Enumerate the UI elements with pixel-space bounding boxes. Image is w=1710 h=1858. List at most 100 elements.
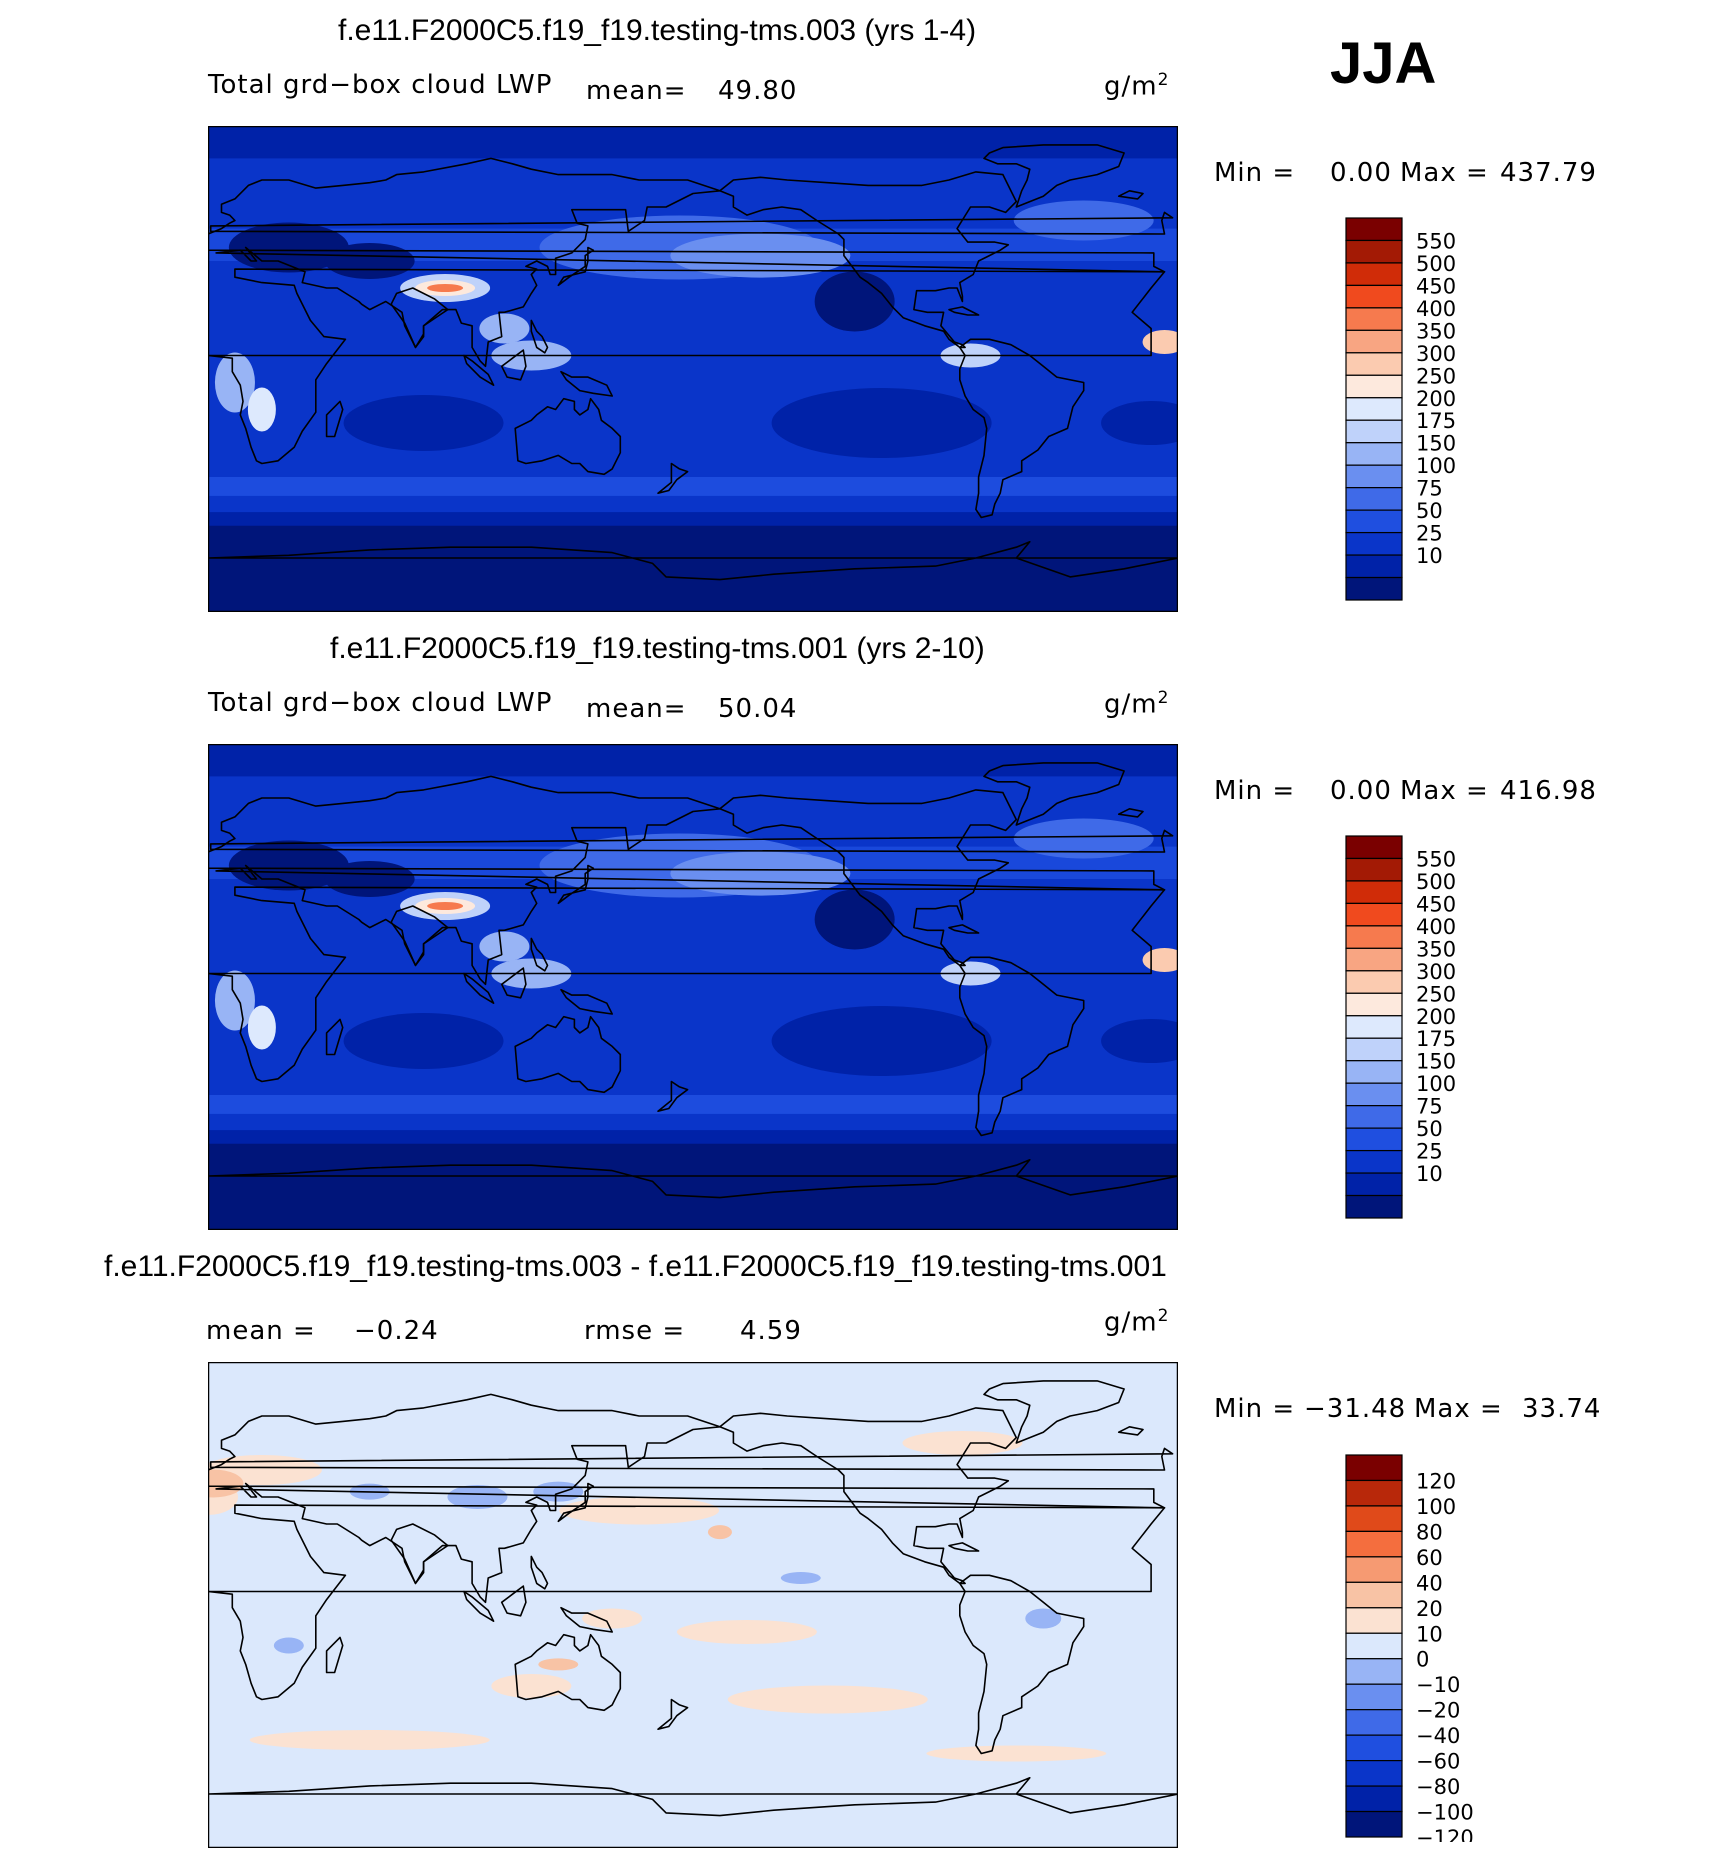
colorbar-box: [1345, 947, 1403, 972]
colorbar-label: 75: [1416, 1095, 1443, 1119]
panel-3-mean-label: mean =: [206, 1316, 316, 1346]
colorbar-box: [1345, 1658, 1403, 1685]
panel-1-map: [208, 126, 1178, 612]
colorbar-box: [1345, 1015, 1403, 1039]
panel-1-title: f.e11.F2000C5.f19_f19.testing-tms.003 (y…: [338, 14, 977, 47]
colorbar-box: [1345, 509, 1403, 534]
colorbar-label: 100: [1416, 1072, 1456, 1096]
colorbar-box: [1345, 970, 1403, 994]
colorbar-box: [1345, 1082, 1403, 1107]
colorbar-box: [1345, 902, 1403, 927]
panel-2-title: f.e11.F2000C5.f19_f19.testing-tms.001 (y…: [330, 632, 985, 665]
colorbar-label: 300: [1416, 960, 1456, 984]
colorbar-label: 20: [1416, 1597, 1443, 1621]
panel-1-mean-label: mean=: [586, 76, 687, 106]
colorbar-box: [1345, 1683, 1403, 1711]
colorbar-label: 400: [1416, 297, 1456, 321]
colorbar-box: [1345, 1785, 1403, 1813]
colorbar-box: [1345, 1454, 1403, 1482]
colorbar-label: 100: [1416, 1495, 1456, 1519]
panel-3-mean-value: −0.24: [354, 1316, 439, 1346]
colorbar-box: [1345, 1734, 1403, 1762]
colorbar-label: 250: [1416, 982, 1456, 1006]
colorbar-label: 25: [1416, 522, 1443, 546]
panel-2-colorbar: 5505004504003503002502001751501007550251…: [1345, 835, 1456, 1219]
colorbar-box: [1345, 1037, 1403, 1062]
colorbar-label: 150: [1416, 432, 1456, 456]
panel-1-variable: Total grd−box cloud LWP: [208, 70, 553, 100]
colorbar-box: [1345, 880, 1403, 905]
colorbar-label: 400: [1416, 915, 1456, 939]
panel-1-units: g/m2: [1104, 70, 1170, 102]
colorbar-box: [1345, 374, 1403, 399]
colorbar-label: 25: [1416, 1140, 1443, 1164]
colorbar-box: [1345, 1194, 1403, 1219]
colorbar-box: [1345, 217, 1403, 242]
colorbar-box: [1345, 1530, 1403, 1558]
colorbar-box: [1345, 1607, 1403, 1634]
panel-3-max-label: Max =: [1414, 1394, 1503, 1424]
colorbar-label: 60: [1416, 1546, 1443, 1570]
colorbar-label: 500: [1416, 870, 1456, 894]
colorbar-label: −60: [1416, 1750, 1460, 1774]
colorbar-label: 500: [1416, 252, 1456, 276]
colorbar-box: [1345, 1581, 1403, 1609]
panel-3-min-value: −31.48: [1304, 1394, 1407, 1424]
panel-1-max-value: 437.79: [1500, 158, 1597, 188]
colorbar-box: [1345, 857, 1403, 882]
colorbar-label: −40: [1416, 1724, 1460, 1748]
colorbar-label: 250: [1416, 364, 1456, 388]
colorbar-label: 350: [1416, 937, 1456, 961]
colorbar-box: [1345, 531, 1403, 556]
colorbar-label: −100: [1416, 1801, 1474, 1825]
colorbar-label: 50: [1416, 1117, 1443, 1141]
panel-1-colorbar: 5505004504003503002502001751501007550251…: [1345, 217, 1456, 601]
colorbar-box: [1345, 1709, 1403, 1736]
colorbar-label: 80: [1416, 1520, 1443, 1544]
colorbar-label: −80: [1416, 1775, 1460, 1799]
colorbar-box: [1345, 1810, 1403, 1838]
colorbar-label: 50: [1416, 499, 1443, 523]
colorbar-box: [1345, 1060, 1403, 1084]
panel-1-min-label: Min =: [1214, 158, 1296, 188]
colorbar-box: [1345, 442, 1403, 466]
colorbar-label: 200: [1416, 1005, 1456, 1029]
colorbar-box: [1345, 1760, 1403, 1787]
panel-2-units: g/m2: [1104, 688, 1170, 720]
colorbar-label: 10: [1416, 1162, 1443, 1186]
panel-2-min-value: 0.00: [1330, 776, 1392, 806]
panel-2-variable: Total grd−box cloud LWP: [208, 688, 553, 718]
colorbar-box: [1345, 1172, 1403, 1197]
colorbar-box: [1345, 419, 1403, 444]
colorbar-label: 200: [1416, 387, 1456, 411]
colorbar-box: [1345, 487, 1403, 511]
panel-3-map: [208, 1362, 1178, 1848]
colorbar-label: 550: [1416, 229, 1456, 253]
panel-1-min-value: 0.00: [1330, 158, 1392, 188]
colorbar-box: [1345, 307, 1403, 331]
colorbar-box: [1345, 1556, 1403, 1583]
colorbar-box: [1345, 1632, 1403, 1660]
colorbar-box: [1345, 1479, 1403, 1507]
panel-2-mean-label: mean=: [586, 694, 687, 724]
colorbar-label: 550: [1416, 847, 1456, 871]
panel-3-title: f.e11.F2000C5.f19_f19.testing-tms.003 - …: [104, 1250, 1167, 1283]
colorbar-box: [1345, 352, 1403, 376]
colorbar-label: 450: [1416, 274, 1456, 298]
colorbar-label: 10: [1416, 544, 1443, 568]
colorbar-box: [1345, 835, 1403, 860]
panel-2-map: [208, 744, 1178, 1230]
colorbar-label: 450: [1416, 892, 1456, 916]
colorbar-box: [1345, 554, 1403, 579]
colorbar-label: 300: [1416, 342, 1456, 366]
colorbar-box: [1345, 284, 1403, 309]
colorbar-label: 175: [1416, 1027, 1456, 1051]
colorbar-box: [1345, 992, 1403, 1017]
panel-1-max-label: Max =: [1400, 158, 1489, 188]
colorbar-box: [1345, 239, 1403, 264]
panel-3-units: g/m2: [1104, 1306, 1170, 1338]
panel-2-mean-value: 50.04: [718, 694, 798, 724]
colorbar-label: 10: [1416, 1622, 1443, 1646]
colorbar-label: 40: [1416, 1571, 1443, 1595]
